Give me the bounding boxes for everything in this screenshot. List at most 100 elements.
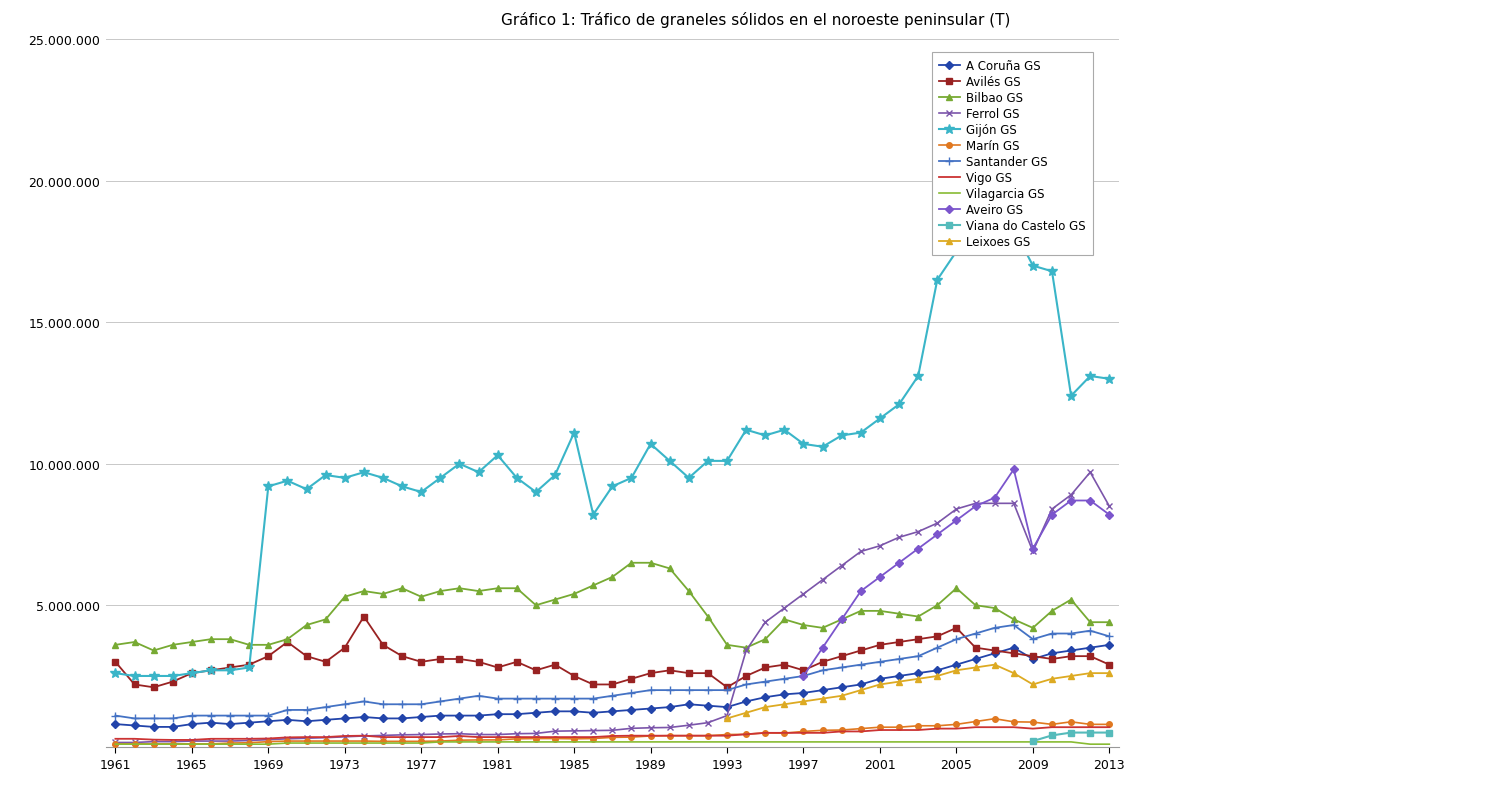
Marín GS xyxy=(1004,717,1022,727)
Line: A Coruña GS: A Coruña GS xyxy=(112,642,1113,730)
Leixoes GS xyxy=(851,686,869,695)
Santander GS xyxy=(125,714,144,724)
A Coruña GS xyxy=(699,701,717,711)
A Coruña GS xyxy=(1101,640,1119,650)
Leixoes GS xyxy=(928,671,947,681)
Line: Aveiro GS: Aveiro GS xyxy=(801,467,1113,679)
Avilés GS xyxy=(106,657,124,666)
Ferrol GS xyxy=(106,738,124,748)
Marín GS xyxy=(699,731,717,740)
Santander GS xyxy=(1004,621,1022,630)
Leixoes GS xyxy=(871,680,889,690)
Vigo GS xyxy=(966,723,984,732)
Avilés GS xyxy=(1101,660,1119,670)
Ferrol GS xyxy=(1101,502,1119,512)
Avilés GS xyxy=(145,683,163,692)
Ferrol GS xyxy=(871,541,889,551)
Leixoes GS xyxy=(966,662,984,672)
Santander GS xyxy=(718,686,736,695)
Aveiro GS xyxy=(909,544,927,554)
Viana do Castelo GS xyxy=(1081,728,1099,737)
Aveiro GS xyxy=(1004,465,1022,475)
Marín GS xyxy=(106,739,124,748)
Vigo GS xyxy=(163,736,181,745)
Leixoes GS xyxy=(1024,680,1042,690)
Avilés GS xyxy=(794,666,812,675)
Vilagarcia GS xyxy=(373,738,392,748)
Line: Santander GS: Santander GS xyxy=(112,621,1113,723)
A Coruña GS xyxy=(106,719,124,729)
Bilbao GS xyxy=(106,640,124,650)
Aveiro GS xyxy=(813,643,832,653)
Aveiro GS xyxy=(1061,496,1080,506)
Gijón GS xyxy=(718,456,736,466)
Vigo GS xyxy=(699,731,717,740)
Leixoes GS xyxy=(909,675,927,684)
Vigo GS xyxy=(891,725,909,735)
Gijón GS xyxy=(891,400,909,410)
Viana do Castelo GS xyxy=(1101,728,1119,737)
Aveiro GS xyxy=(794,671,812,681)
Leixoes GS xyxy=(718,714,736,724)
Bilbao GS xyxy=(393,584,411,593)
Santander GS xyxy=(776,675,794,684)
Aveiro GS xyxy=(1081,496,1099,506)
Leixoes GS xyxy=(1101,668,1119,678)
Vilagarcia GS xyxy=(699,737,717,747)
Marín GS xyxy=(680,731,699,740)
Vilagarcia GS xyxy=(1004,737,1022,747)
A Coruña GS xyxy=(393,714,411,724)
Avilés GS xyxy=(413,657,431,666)
Marín GS xyxy=(736,730,754,740)
Leixoes GS xyxy=(794,697,812,707)
Leixoes GS xyxy=(776,699,794,709)
Marín GS xyxy=(373,736,392,746)
Leixoes GS xyxy=(986,660,1004,670)
Marín GS xyxy=(1101,719,1119,729)
Bilbao GS xyxy=(145,646,163,655)
Ferrol GS xyxy=(373,731,392,740)
Marín GS xyxy=(986,714,1004,724)
Bilbao GS xyxy=(736,643,754,653)
Vilagarcia GS xyxy=(718,737,736,747)
Marín GS xyxy=(871,723,889,732)
Santander GS xyxy=(106,711,124,720)
Leixoes GS xyxy=(813,694,832,703)
Aveiro GS xyxy=(833,615,851,625)
Leixoes GS xyxy=(1061,671,1080,681)
Avilés GS xyxy=(736,671,754,681)
Ferrol GS xyxy=(1081,468,1099,478)
Bilbao GS xyxy=(909,612,927,622)
Vilagarcia GS xyxy=(891,737,909,747)
Gijón GS xyxy=(1101,374,1119,384)
Line: Leixoes GS: Leixoes GS xyxy=(724,662,1113,722)
Santander GS xyxy=(1101,632,1119,642)
Text: Gráfico 1: Tráfico de graneles sólidos en el noroeste peninsular (T): Gráfico 1: Tráfico de graneles sólidos e… xyxy=(502,12,1010,28)
Vilagarcia GS xyxy=(431,737,449,747)
Leixoes GS xyxy=(833,691,851,701)
A Coruña GS xyxy=(1004,643,1022,653)
Line: Vigo GS: Vigo GS xyxy=(115,728,1110,740)
Ferrol GS xyxy=(736,646,754,655)
Leixoes GS xyxy=(756,703,774,712)
Leixoes GS xyxy=(891,677,909,687)
Line: Gijón GS: Gijón GS xyxy=(110,188,1114,681)
Bilbao GS xyxy=(1101,618,1119,627)
Vigo GS xyxy=(393,732,411,742)
Line: Avilés GS: Avilés GS xyxy=(112,613,1113,691)
Viana do Castelo GS xyxy=(1024,736,1042,746)
Aveiro GS xyxy=(891,558,909,568)
Aveiro GS xyxy=(1043,510,1061,520)
Leixoes GS xyxy=(1004,668,1022,678)
Ferrol GS xyxy=(699,718,717,728)
Viana do Castelo GS xyxy=(1061,728,1080,737)
Line: Vilagarcia GS: Vilagarcia GS xyxy=(115,742,1110,744)
Gijón GS xyxy=(393,482,411,491)
Ferrol GS xyxy=(680,720,699,730)
Vilagarcia GS xyxy=(756,737,774,747)
Gijón GS xyxy=(106,668,124,678)
Vilagarcia GS xyxy=(1101,740,1119,749)
Aveiro GS xyxy=(1101,510,1119,520)
Santander GS xyxy=(393,699,411,709)
Line: Viana do Castelo GS: Viana do Castelo GS xyxy=(1030,729,1113,744)
